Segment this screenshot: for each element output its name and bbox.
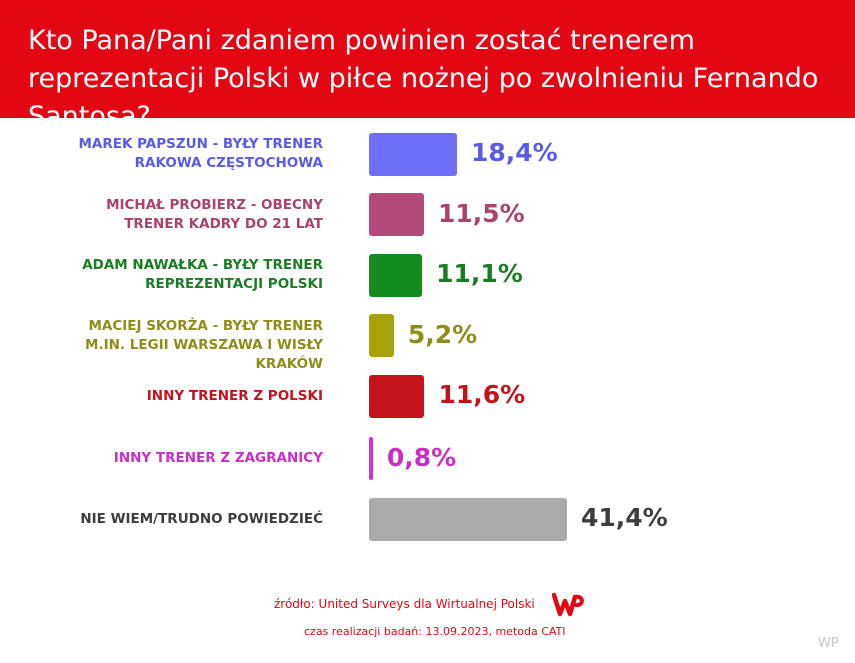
value-label: 11,5% — [438, 198, 525, 228]
value-label: 18,4% — [471, 138, 558, 167]
footer: źródło: United Surveys dla Wirtualnej Po… — [0, 588, 855, 663]
category-label: NIE WIEM/TRUDNO POWIEDZIEĆ — [23, 510, 323, 529]
category-label-line: RAKOWA CZĘSTOCHOWA — [134, 155, 323, 171]
category-label-line: MICHAŁ PROBIERZ - OBECNY — [106, 196, 323, 213]
bar-chart: MAREK PAPSZUN - BYŁY TRENER RAKOWA CZĘSTO… — [0, 118, 855, 588]
value-label: 11,1% — [436, 259, 523, 288]
category-label-line: ADAM NAWAŁKA - BYŁY TRENER — [82, 257, 323, 273]
category-label-line: NIE WIEM/TRUDNO POWIEDZIEĆ — [80, 510, 323, 527]
category-label: INNY TRENER Z ZAGRANICY — [23, 449, 323, 468]
category-label: MACIEJ SKORŻA - BYŁY TRENER M.IN. LEGII W… — [23, 317, 323, 374]
bar — [369, 437, 373, 480]
bar — [369, 374, 425, 418]
value-label: 5,2% — [407, 319, 478, 349]
chart-title: Kto Pana/Pani zdaniem powinien zostać tr… — [28, 25, 819, 132]
value-label: 41,4% — [581, 503, 668, 532]
watermark: WP — [818, 636, 839, 651]
category-label-line: M.IN. LEGII WARSZAWA I WISŁY KRAKÓW — [85, 336, 323, 372]
value-label: 11,6% — [438, 380, 526, 409]
survey-date-text: czas realizacji badań: 13.09.2023, metod… — [304, 625, 566, 638]
bar — [369, 193, 424, 236]
category-label-line: MACIEJ SKORŻA - BYŁY TRENER — [88, 317, 323, 334]
category-label: MAREK PAPSZUN - BYŁY TRENER RAKOWA CZĘSTO… — [23, 135, 323, 173]
wp-logo-icon — [552, 592, 584, 617]
category-label: MICHAŁ PROBIERZ - OBECNY TRENER KADRY DO … — [23, 196, 323, 234]
header-banner: Kto Pana/Pani zdaniem powinien zostać tr… — [0, 0, 855, 132]
category-label-line: MAREK PAPSZUN - BYŁY TRENER — [78, 136, 323, 152]
value-label: 0,8% — [386, 442, 457, 472]
bar — [369, 253, 423, 297]
category-label-line: INNY TRENER Z POLSKI — [146, 387, 323, 404]
category-label: ADAM NAWAŁKA - BYŁY TRENER REPREZENTACJI … — [23, 256, 323, 294]
bar — [369, 132, 457, 176]
category-label-line: TRENER KADRY DO 21 LAT — [124, 215, 323, 232]
bar — [369, 497, 567, 541]
bar — [369, 314, 394, 357]
category-label: INNY TRENER Z POLSKI — [23, 387, 323, 406]
category-label-line: REPREZENTACJI POLSKI — [145, 276, 323, 292]
source-text: źródło: United Surveys dla Wirtualnej Po… — [274, 597, 535, 611]
category-label-line: INNY TRENER Z ZAGRANICY — [113, 450, 323, 466]
